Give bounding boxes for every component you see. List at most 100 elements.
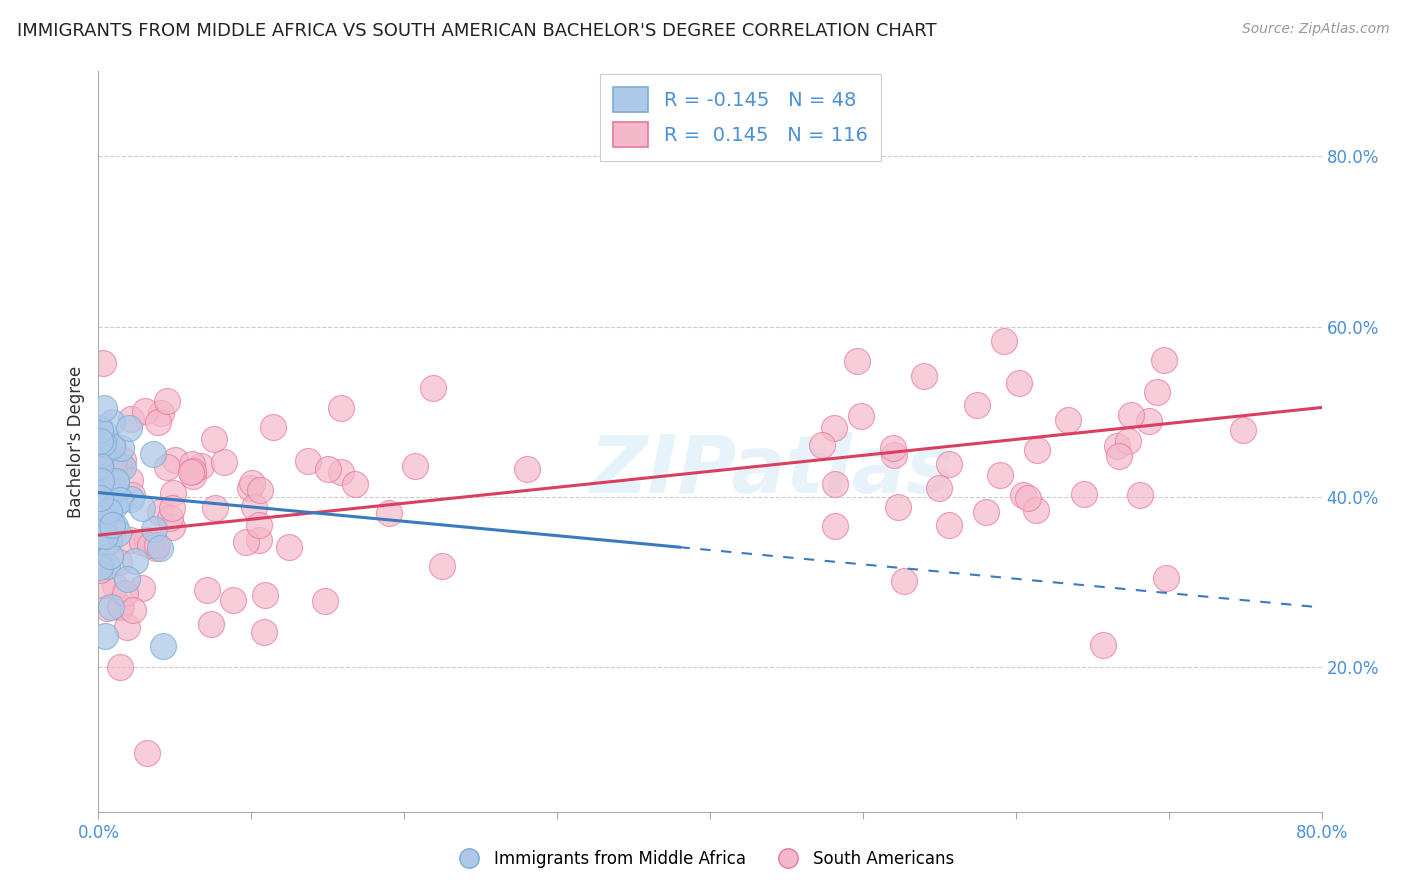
Point xyxy=(89,458,111,473)
Point xyxy=(824,519,846,533)
Point xyxy=(146,416,169,430)
Point xyxy=(200,617,222,632)
Point xyxy=(314,594,336,608)
Point xyxy=(253,624,276,639)
Point xyxy=(104,519,127,533)
Point xyxy=(204,500,226,515)
Point xyxy=(159,511,181,525)
Point xyxy=(90,425,112,440)
Point xyxy=(882,442,904,456)
Point xyxy=(928,481,950,495)
Point xyxy=(516,461,538,475)
Point xyxy=(316,462,339,476)
Point xyxy=(993,334,1015,348)
Point xyxy=(89,491,111,505)
Point xyxy=(1008,376,1031,390)
Point xyxy=(135,746,157,760)
Point xyxy=(103,452,125,467)
Legend: R = -0.145   N = 48, R =  0.145   N = 116: R = -0.145 N = 48, R = 0.145 N = 116 xyxy=(600,74,882,161)
Point xyxy=(974,505,997,519)
Point xyxy=(115,620,138,634)
Point xyxy=(89,456,111,470)
Point xyxy=(1073,486,1095,500)
Point xyxy=(131,535,153,549)
Point xyxy=(163,452,186,467)
Point xyxy=(1025,503,1047,517)
Point xyxy=(988,468,1011,483)
Point xyxy=(115,572,138,586)
Point xyxy=(330,401,353,415)
Point xyxy=(297,454,319,468)
Point xyxy=(214,455,236,469)
Point xyxy=(422,381,444,395)
Point xyxy=(104,475,127,489)
Point xyxy=(404,459,426,474)
Point xyxy=(180,465,202,479)
Point xyxy=(1121,409,1143,423)
Point xyxy=(131,501,153,516)
Point xyxy=(108,555,131,569)
Point xyxy=(89,434,111,448)
Point xyxy=(142,447,165,461)
Point xyxy=(145,541,167,555)
Point xyxy=(824,476,846,491)
Point xyxy=(101,442,124,457)
Point xyxy=(94,426,117,441)
Point xyxy=(160,520,183,534)
Y-axis label: Bachelor's Degree: Bachelor's Degree xyxy=(66,366,84,517)
Point xyxy=(1154,571,1177,585)
Point xyxy=(887,500,910,515)
Point xyxy=(94,529,117,543)
Point xyxy=(91,578,114,592)
Point xyxy=(851,409,873,424)
Point xyxy=(91,447,114,461)
Point xyxy=(124,554,146,568)
Point xyxy=(91,436,114,450)
Point xyxy=(810,438,832,452)
Point xyxy=(120,491,142,506)
Point xyxy=(181,458,204,472)
Point xyxy=(110,461,132,475)
Point xyxy=(90,486,112,500)
Point xyxy=(89,420,111,434)
Point xyxy=(149,406,172,420)
Point xyxy=(1137,414,1160,428)
Point xyxy=(94,536,117,550)
Text: ZIPatlas: ZIPatlas xyxy=(589,432,953,510)
Point xyxy=(235,535,257,549)
Point xyxy=(938,517,960,532)
Point xyxy=(156,393,179,408)
Point xyxy=(145,539,167,553)
Point xyxy=(91,521,114,535)
Point xyxy=(100,599,122,614)
Point xyxy=(94,510,117,524)
Point xyxy=(100,415,122,429)
Point xyxy=(893,574,915,589)
Point xyxy=(190,458,212,473)
Point xyxy=(114,586,136,600)
Point xyxy=(120,533,142,547)
Point xyxy=(91,356,114,370)
Point xyxy=(1057,413,1080,427)
Point xyxy=(118,421,141,435)
Point xyxy=(183,469,205,483)
Point xyxy=(912,369,935,384)
Point xyxy=(1153,352,1175,367)
Point xyxy=(107,525,129,540)
Point xyxy=(108,493,131,508)
Point xyxy=(104,484,127,499)
Point xyxy=(89,563,111,577)
Point xyxy=(1116,434,1139,449)
Point xyxy=(1105,439,1128,453)
Point xyxy=(1026,442,1049,457)
Point xyxy=(883,449,905,463)
Point xyxy=(136,533,159,547)
Point xyxy=(195,583,218,598)
Point xyxy=(131,581,153,595)
Point xyxy=(111,452,134,467)
Point xyxy=(93,401,115,415)
Point xyxy=(111,460,134,475)
Point xyxy=(101,439,124,453)
Point xyxy=(142,522,165,536)
Point xyxy=(278,540,301,554)
